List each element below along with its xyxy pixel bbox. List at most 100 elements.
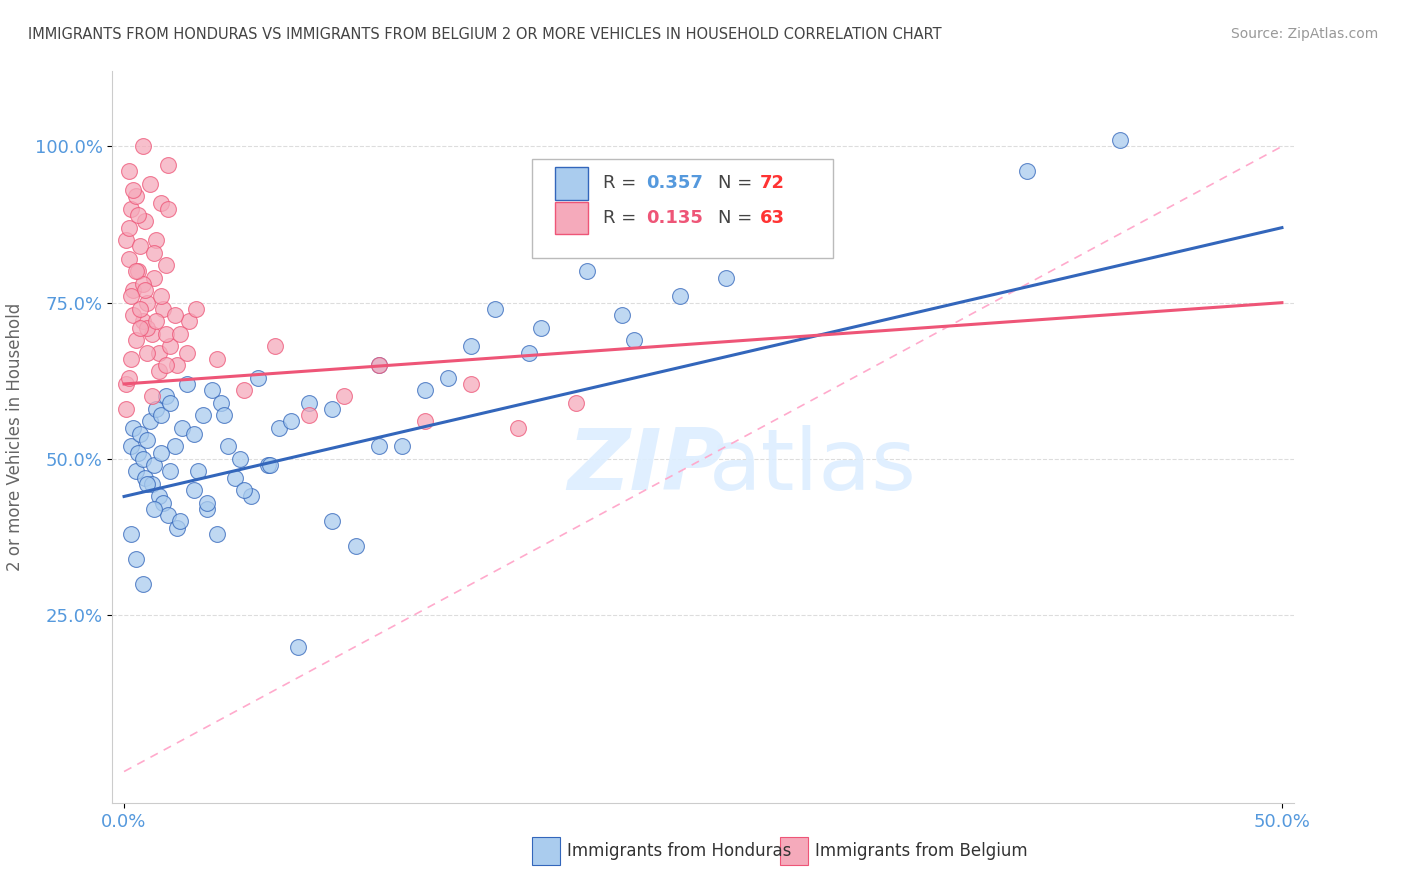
Point bbox=[287, 640, 309, 654]
Point bbox=[124, 333, 146, 347]
Point bbox=[145, 314, 167, 328]
Point bbox=[233, 483, 256, 498]
Point bbox=[134, 471, 156, 485]
Point bbox=[131, 577, 153, 591]
Point bbox=[197, 496, 219, 510]
Point bbox=[136, 320, 159, 334]
Point bbox=[170, 420, 193, 434]
Point bbox=[124, 189, 146, 203]
Point bbox=[298, 408, 321, 422]
Point bbox=[157, 508, 180, 523]
Point bbox=[187, 465, 209, 479]
Point bbox=[131, 139, 153, 153]
Bar bbox=[531, 838, 560, 865]
Point bbox=[129, 320, 152, 334]
Point bbox=[217, 440, 239, 454]
Point bbox=[152, 496, 174, 510]
Point bbox=[714, 270, 737, 285]
Point bbox=[150, 446, 173, 460]
Point bbox=[136, 477, 159, 491]
Point bbox=[120, 440, 142, 454]
Point bbox=[136, 295, 159, 310]
Text: Immigrants from Honduras: Immigrants from Honduras bbox=[567, 842, 792, 860]
Point bbox=[247, 370, 270, 384]
Point bbox=[177, 314, 200, 328]
Point bbox=[124, 465, 146, 479]
Point bbox=[321, 515, 343, 529]
Bar bbox=[555, 167, 589, 200]
Y-axis label: 2 or more Vehicles in Household: 2 or more Vehicles in Household bbox=[6, 303, 24, 571]
Point bbox=[201, 383, 224, 397]
Point bbox=[150, 408, 173, 422]
Point bbox=[148, 345, 170, 359]
Point bbox=[145, 401, 167, 416]
Point bbox=[157, 158, 180, 172]
Point bbox=[131, 314, 153, 328]
Point bbox=[159, 395, 181, 409]
Point bbox=[184, 301, 207, 316]
Text: N =: N = bbox=[718, 209, 758, 227]
Point bbox=[564, 395, 586, 409]
Point bbox=[124, 552, 146, 566]
Point bbox=[118, 164, 141, 178]
Point bbox=[115, 376, 138, 391]
Point bbox=[122, 308, 145, 322]
Point bbox=[163, 308, 186, 322]
Point bbox=[145, 233, 167, 247]
Point bbox=[333, 389, 356, 403]
Text: Immigrants from Belgium: Immigrants from Belgium bbox=[815, 842, 1028, 860]
Point bbox=[118, 220, 141, 235]
Text: atlas: atlas bbox=[709, 425, 917, 508]
FancyBboxPatch shape bbox=[531, 159, 832, 258]
Text: ZIP: ZIP bbox=[567, 425, 725, 508]
Point bbox=[143, 502, 166, 516]
Point bbox=[224, 471, 246, 485]
Text: 63: 63 bbox=[759, 209, 785, 227]
Point bbox=[233, 383, 256, 397]
Point bbox=[506, 420, 529, 434]
Point bbox=[141, 389, 163, 403]
Text: 0.357: 0.357 bbox=[647, 174, 703, 193]
Point bbox=[143, 458, 166, 473]
Point bbox=[1017, 164, 1039, 178]
Point bbox=[714, 233, 737, 247]
Point bbox=[155, 326, 177, 341]
Point bbox=[134, 283, 156, 297]
Point bbox=[163, 440, 186, 454]
Point bbox=[138, 414, 160, 428]
Point bbox=[344, 540, 367, 554]
Point bbox=[1108, 133, 1130, 147]
Point bbox=[166, 521, 188, 535]
Point bbox=[484, 301, 506, 316]
Point bbox=[136, 345, 159, 359]
Point bbox=[148, 490, 170, 504]
Point bbox=[120, 289, 142, 303]
Point bbox=[610, 308, 633, 322]
Point bbox=[120, 527, 142, 541]
Point bbox=[150, 195, 173, 210]
Point bbox=[143, 245, 166, 260]
Point bbox=[197, 502, 219, 516]
Point bbox=[176, 345, 198, 359]
Point bbox=[127, 208, 149, 222]
Point bbox=[176, 376, 198, 391]
Point bbox=[240, 490, 263, 504]
Point bbox=[460, 339, 482, 353]
Point bbox=[413, 383, 436, 397]
Point bbox=[437, 370, 460, 384]
Point bbox=[115, 233, 138, 247]
Point bbox=[129, 301, 152, 316]
Point bbox=[263, 339, 285, 353]
Point bbox=[269, 420, 291, 434]
Point bbox=[157, 202, 180, 216]
Point bbox=[391, 440, 413, 454]
Text: R =: R = bbox=[603, 174, 641, 193]
Point bbox=[623, 333, 645, 347]
Point bbox=[134, 214, 156, 228]
Point bbox=[129, 426, 152, 441]
Point bbox=[120, 202, 142, 216]
Point bbox=[141, 326, 163, 341]
Point bbox=[131, 452, 153, 467]
Text: R =: R = bbox=[603, 209, 641, 227]
Point bbox=[138, 177, 160, 191]
